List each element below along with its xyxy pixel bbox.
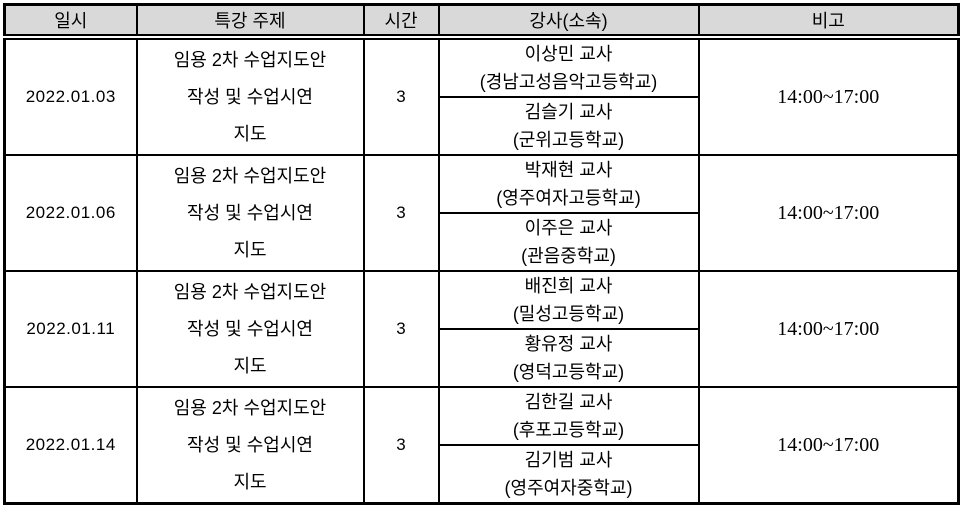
instructor-name: 김슬기 교사 — [524, 102, 613, 122]
cell-instructor: 박재현 교사 (영주여자고등학교) — [437, 154, 700, 214]
instructor-affiliation: (군위고등학교) — [512, 130, 625, 150]
header-cell-hours: 시간 — [362, 3, 440, 40]
table-row: 김기범 교사 (영주여자중학교) — [5, 444, 959, 505]
cell-topic: 임용 2차 수업지도안 작성 및 수업시연 지도 — [135, 154, 365, 272]
cell-note: 14:00~17:00 — [697, 36, 960, 156]
cell-note: 14:00~17:00 — [697, 386, 960, 505]
instructor-affiliation: (영덕고등학교) — [512, 362, 625, 382]
header-cell-instructor: 강사(소속) — [437, 3, 700, 40]
table-row: 이주은 교사 (관음중학교) — [5, 212, 959, 272]
cell-instructor: 배진희 교사 (밀성고등학교) — [437, 270, 700, 330]
cell-note: 14:00~17:00 — [697, 270, 960, 388]
cell-instructor: 김한길 교사 (후포고등학교) — [437, 386, 700, 446]
instructor-affiliation: (영주여자고등학교) — [496, 188, 641, 208]
cell-topic: 임용 2차 수업지도안 작성 및 수업시연 지도 — [135, 36, 365, 156]
cell-instructor: 황유정 교사 (영덕고등학교) — [437, 328, 700, 388]
table-row: 2022.01.14 임용 2차 수업지도안 작성 및 수업시연 지도 3 김한… — [3, 386, 960, 505]
instructor-name: 김기범 교사 — [524, 450, 613, 470]
cell-date: 2022.01.06 — [3, 154, 138, 272]
table-row: 김슬기 교사 (군위고등학교) — [5, 96, 959, 156]
instructor-name: 김한길 교사 — [524, 392, 613, 412]
instructor-affiliation: (후포고등학교) — [512, 420, 625, 440]
cell-topic: 임용 2차 수업지도안 작성 및 수업시연 지도 — [135, 270, 365, 388]
table-row: 2022.01.03 임용 2차 수업지도안 작성 및 수업시연 지도 3 이상… — [3, 36, 960, 156]
lecture-schedule-table: 일시 특강 주제 시간 강사(소속) 비고 2022.01.03 임용 2차 수… — [3, 3, 960, 505]
cell-note: 14:00~17:00 — [697, 154, 960, 272]
cell-hours: 3 — [362, 386, 440, 505]
instructor-affiliation: (관음중학교) — [521, 246, 616, 266]
instructor-affiliation: (경남고성음악고등학교) — [479, 72, 658, 92]
header-cell-note: 비고 — [697, 3, 960, 40]
instructor-affiliation: (영주여자중학교) — [504, 478, 633, 498]
cell-date: 2022.01.14 — [3, 386, 138, 505]
cell-instructor: 이주은 교사 (관음중학교) — [437, 212, 700, 272]
instructor-name: 황유정 교사 — [524, 334, 613, 354]
instructor-name: 배진희 교사 — [524, 276, 613, 296]
cell-instructor: 김슬기 교사 (군위고등학교) — [437, 96, 700, 156]
table-row: 2022.01.11 임용 2차 수업지도안 작성 및 수업시연 지도 3 배진… — [3, 270, 960, 388]
cell-hours: 3 — [362, 36, 440, 156]
instructor-name: 이상민 교사 — [524, 44, 613, 64]
cell-date: 2022.01.11 — [3, 270, 138, 388]
header-row: 일시 특강 주제 시간 강사(소속) 비고 — [3, 3, 960, 40]
header-cell-date: 일시 — [3, 3, 138, 40]
header-cell-topic: 특강 주제 — [135, 3, 365, 40]
instructor-name: 이주은 교사 — [524, 218, 613, 238]
cell-date: 2022.01.03 — [3, 36, 138, 156]
cell-hours: 3 — [362, 270, 440, 388]
cell-instructor: 김기범 교사 (영주여자중학교) — [437, 444, 700, 505]
cell-topic: 임용 2차 수업지도안 작성 및 수업시연 지도 — [135, 386, 365, 505]
instructor-name: 박재현 교사 — [524, 160, 613, 180]
instructor-affiliation: (밀성고등학교) — [512, 304, 625, 324]
table-row: 황유정 교사 (영덕고등학교) — [5, 328, 959, 388]
cell-instructor: 이상민 교사 (경남고성음악고등학교) — [437, 36, 700, 98]
cell-hours: 3 — [362, 154, 440, 272]
table-row: 2022.01.06 임용 2차 수업지도안 작성 및 수업시연 지도 3 박재… — [3, 154, 960, 272]
